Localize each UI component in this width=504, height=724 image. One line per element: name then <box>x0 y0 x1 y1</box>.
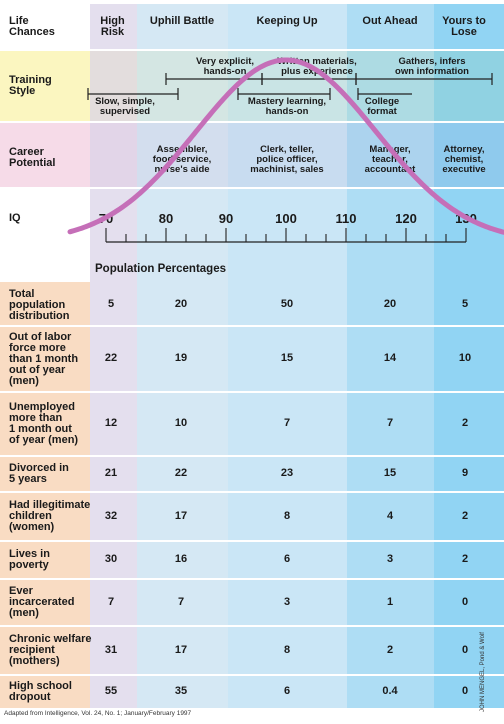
cell-r1-c2: 20 <box>174 298 188 310</box>
cell-r5-c3: 8 <box>283 509 291 522</box>
footnote: Adapted from Intelligence, Vol. 24, No. … <box>4 710 192 717</box>
row-label-5: Had illegitimate children (women) <box>9 499 91 533</box>
row-label-6: Lives in poverty <box>9 548 50 571</box>
career-yours-to-lose: Attorney, chemist, executive <box>442 144 486 175</box>
training-note-slow-simple: Slow, simple, supervised <box>95 96 155 117</box>
cell-r3-c4: 7 <box>386 417 394 429</box>
cell-r6-c5: 2 <box>461 553 469 565</box>
cell-r9-c5: 0 <box>461 684 469 697</box>
photo-credit: JOHN MENGEL, Pond & Wolf <box>480 632 486 712</box>
row-label-2: Out of labor force more than 1 month out… <box>9 330 79 387</box>
cell-r4-c4: 15 <box>383 467 397 479</box>
iq-label: IQ <box>9 212 21 224</box>
cell-r7-c4: 1 <box>386 595 394 608</box>
cell-r6-c2: 16 <box>174 553 188 565</box>
training-note-gathers-infers: Gathers, infers own information <box>395 56 469 77</box>
cell-r7-c5: 0 <box>461 595 469 608</box>
cell-r3-c1: 12 <box>104 417 118 429</box>
data-label-band <box>0 282 90 708</box>
cell-r2-c4: 14 <box>383 352 397 364</box>
row-label-4: Divorced in 5 years <box>9 462 69 485</box>
cell-r5-c4: 4 <box>386 509 394 522</box>
cell-r5-c1: 32 <box>104 509 118 522</box>
training-note-mastery-learning: Mastery learning, hands-on <box>247 96 327 117</box>
cell-r8-c2: 17 <box>174 643 188 656</box>
iq-tick-120: 120 <box>395 211 417 226</box>
column-header-uphill-battle: Uphill Battle <box>149 15 215 27</box>
cell-r1-c3: 50 <box>280 298 294 310</box>
corner-label: Life Chances <box>9 15 55 38</box>
row-label-1: Total population distribution <box>9 287 70 322</box>
cell-r3-c3: 7 <box>283 417 291 429</box>
cell-r9-c1: 55 <box>104 684 118 697</box>
iq-tick-110: 110 <box>335 211 357 226</box>
cell-r4-c2: 22 <box>174 467 188 479</box>
row-label-9: High school dropout <box>9 679 72 703</box>
training-note-college-format: College format <box>364 96 400 117</box>
cell-r7-c1: 7 <box>107 595 115 608</box>
cell-r9-c4: 0.4 <box>382 684 398 697</box>
cell-r4-c3: 23 <box>280 467 294 479</box>
column-header-keeping-up: Keeping Up <box>256 15 318 27</box>
cell-r6-c3: 6 <box>283 553 291 565</box>
cell-r7-c2: 7 <box>177 595 185 608</box>
cell-r8-c3: 8 <box>283 643 291 656</box>
cell-r1-c1: 5 <box>107 298 115 310</box>
cell-r1-c4: 20 <box>383 298 397 310</box>
column-header-yours-to-lose: Yours to Lose <box>442 15 486 38</box>
cell-r1-c5: 5 <box>461 298 469 310</box>
cell-r8-c1: 31 <box>104 643 118 656</box>
cell-r7-c3: 3 <box>283 595 291 608</box>
cell-r2-c2: 19 <box>174 352 188 364</box>
training-note-very-explicit: Very explicit, hands-on <box>195 56 255 77</box>
row-label-7: Ever incarcerated (men) <box>9 585 75 619</box>
cell-r3-c2: 10 <box>174 417 188 429</box>
cell-r5-c5: 2 <box>461 509 469 522</box>
column-header-high-risk: High Risk <box>100 15 125 38</box>
iq-tick-100: 100 <box>275 211 297 226</box>
training-style-label: Training Style <box>9 74 52 97</box>
cell-r9-c3: 6 <box>283 684 291 697</box>
population-percentages-title: Population Percentages <box>95 263 227 275</box>
cell-r2-c5: 10 <box>458 352 472 364</box>
row-label-8: Chronic welfare recipient (mothers) <box>9 633 92 667</box>
cell-r9-c2: 35 <box>174 684 188 697</box>
bell-curve <box>67 57 504 235</box>
career-potential-label: Career Potential <box>9 146 56 169</box>
cell-r4-c1: 21 <box>104 467 118 479</box>
column-header-out-ahead: Out Ahead <box>362 15 418 27</box>
row-label-3: Unemployed more than 1 month out of year… <box>9 401 79 446</box>
cell-r2-c1: 22 <box>104 352 118 364</box>
cell-r2-c3: 15 <box>280 352 294 364</box>
cell-r3-c5: 2 <box>461 417 469 429</box>
cell-r6-c4: 3 <box>386 553 394 565</box>
iq-tick-90: 90 <box>218 211 234 226</box>
iq-tick-80: 80 <box>158 211 174 226</box>
cell-r4-c5: 9 <box>461 467 469 479</box>
career-keeping-up: Clerk, teller, police officer, machinist… <box>250 144 324 175</box>
cell-r8-c5: 0 <box>461 643 469 656</box>
cell-r6-c1: 30 <box>104 553 118 565</box>
cell-r5-c2: 17 <box>174 509 188 522</box>
cell-r8-c4: 2 <box>386 643 394 656</box>
